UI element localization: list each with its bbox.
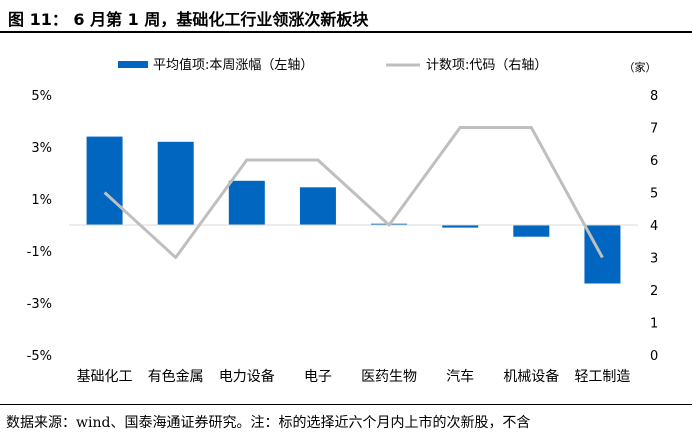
bar-series [86, 136, 621, 284]
bar-3 [228, 180, 265, 225]
legend-bar-label: 平均值项:本周涨幅（左轴） [153, 57, 313, 73]
right-axis-tick-label: 1 [650, 317, 658, 332]
right-axis-ticks: 0 1 2 3 4 5 6 7 8 [650, 89, 658, 364]
right-axis-tick-label: 6 [650, 154, 658, 169]
category-label: 汽车 [446, 368, 474, 385]
bar-6 [442, 225, 479, 228]
bar-7 [513, 225, 550, 237]
right-axis-tick-label: 4 [650, 219, 658, 234]
source-note: 数据来源：wind、国泰海通证券研究。注：标的选择近六个月内上市的次新股，不含 [6, 415, 531, 431]
title-divider [0, 31, 692, 33]
source-divider [0, 404, 692, 405]
left-axis-tick-label: -5% [27, 349, 52, 364]
chart-legend: 平均值项:本周涨幅（左轴） 计数项:代码（右轴） （家） [118, 57, 657, 74]
bar-4 [299, 187, 336, 225]
category-label: 有色金属 [148, 368, 204, 385]
right-axis-tick-label: 3 [650, 252, 658, 267]
combo-chart: 平均值项:本周涨幅（左轴） 计数项:代码（右轴） （家） -5% -3% -1% 1%… [27, 57, 659, 385]
count-line-series [103, 126, 604, 259]
category-label: 电力设备 [219, 368, 275, 385]
left-axis-tick-label: -3% [27, 297, 52, 312]
category-label: 医药生物 [361, 369, 417, 385]
left-axis-ticks: -5% -3% -1% 1% 3% 5% [27, 89, 52, 364]
left-axis-tick-label: -1% [27, 245, 52, 260]
right-axis-tick-label: 5 [650, 187, 658, 202]
category-axis-labels: 基础化工 有色金属 电力设备 电子 医药生物 汽车 机械设备 轻工制造 [77, 368, 631, 385]
left-axis-tick-label: 3% [31, 141, 52, 156]
left-axis-tick-label: 5% [31, 89, 52, 104]
bar-1 [86, 136, 123, 225]
category-label: 基础化工 [77, 368, 133, 385]
legend-line-label: 计数项:代码（右轴） [426, 58, 547, 73]
right-axis-tick-label: 8 [650, 89, 658, 104]
right-axis-tick-label: 2 [650, 284, 658, 299]
category-label: 电子 [304, 369, 332, 385]
right-axis-tick-label: 7 [650, 122, 658, 137]
right-axis-unit: （家） [624, 60, 657, 74]
right-axis-tick-label: 0 [650, 349, 658, 364]
left-axis-tick-label: 1% [31, 193, 52, 208]
category-label: 机械设备 [503, 368, 559, 385]
category-label: 轻工制造 [574, 369, 630, 385]
figure-title: 图 11： 6 月第 1 周，基础化工行业领涨次新板块 [8, 10, 369, 29]
bar-2 [157, 141, 194, 225]
legend-bar-swatch [118, 61, 148, 68]
